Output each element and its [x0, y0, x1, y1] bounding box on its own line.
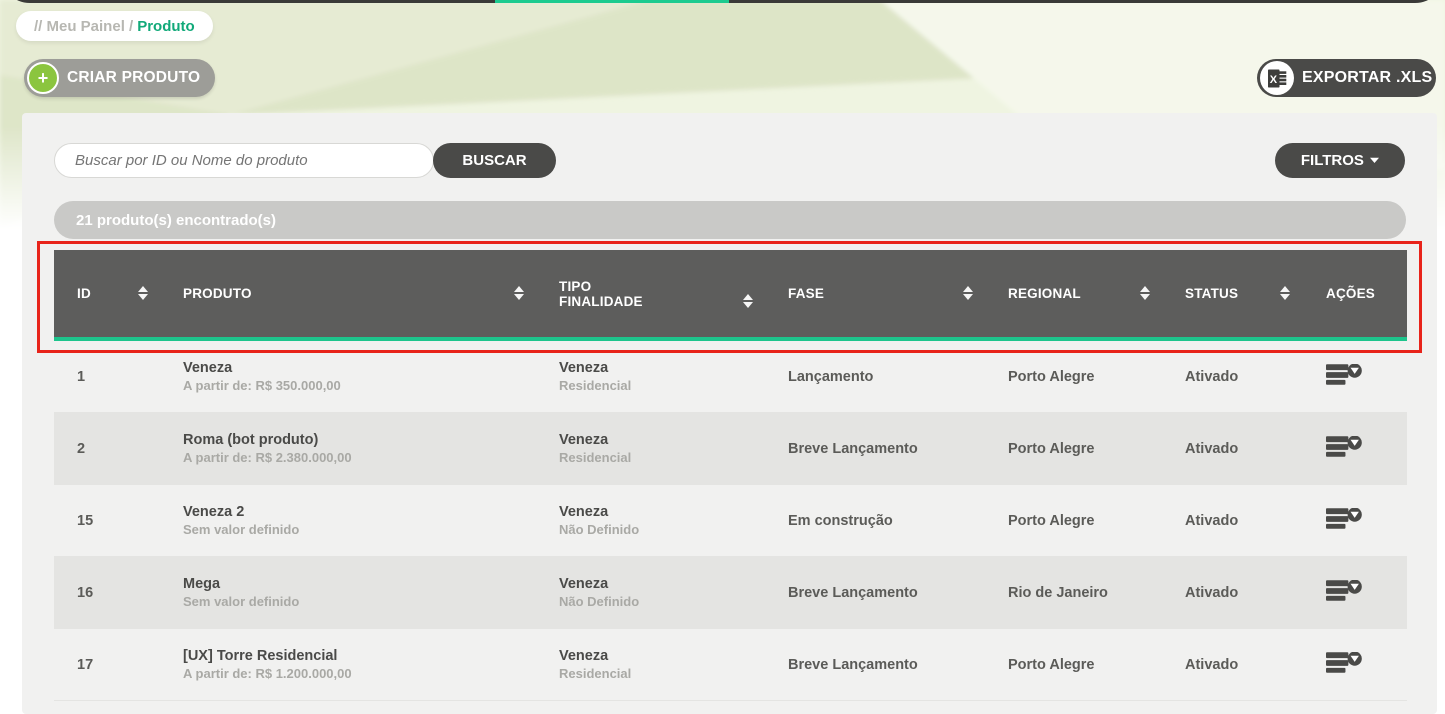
svg-text:X: X: [1269, 73, 1277, 85]
